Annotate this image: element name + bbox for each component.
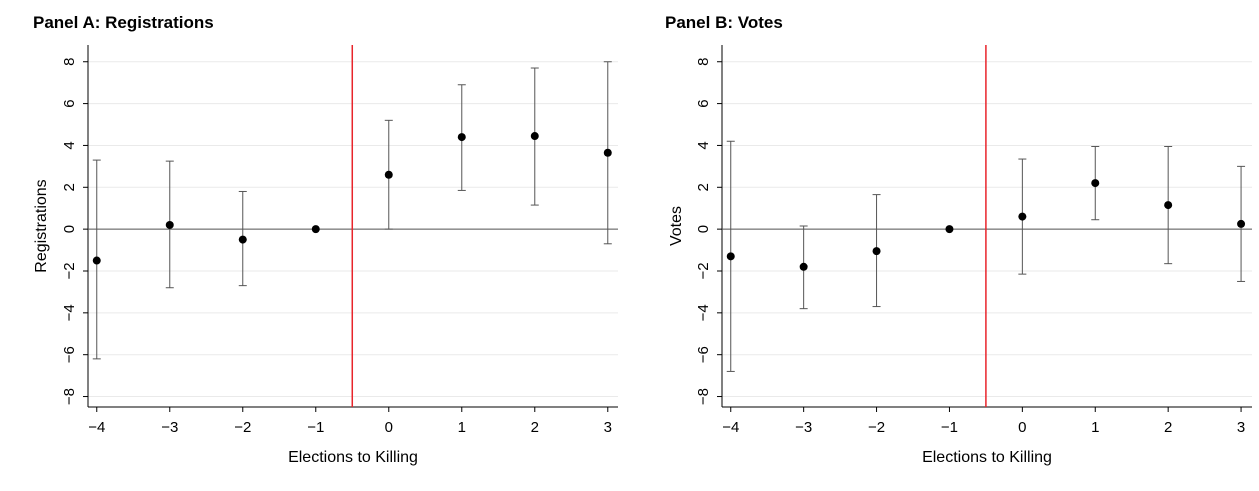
y-axis-label: Registrations [33, 179, 50, 272]
point [238, 235, 247, 244]
x-tick-label: 2 [1164, 419, 1172, 436]
y-tick-label: 8 [695, 58, 712, 66]
point [872, 247, 881, 256]
x-tick-label: 2 [531, 419, 539, 436]
y-tick-label: 4 [695, 141, 712, 149]
y-tick-label: 0 [61, 225, 78, 233]
panel-title: Panel B: Votes [665, 13, 783, 32]
x-tick-label: −2 [234, 419, 251, 436]
x-tick-label: −4 [88, 419, 105, 436]
y-tick-label: −4 [695, 304, 712, 321]
x-tick-label: 1 [1091, 419, 1099, 436]
x-tick-label: −3 [795, 419, 812, 436]
x-tick-label: −3 [161, 419, 178, 436]
point [1164, 201, 1173, 210]
y-tick-label: −4 [61, 304, 78, 321]
x-tick-label: −4 [722, 419, 739, 436]
y-tick-label: 6 [61, 99, 78, 107]
x-tick-label: −1 [941, 419, 958, 436]
x-tick-label: 0 [385, 419, 393, 436]
y-tick-label: 6 [695, 99, 712, 107]
x-tick-label: 1 [458, 419, 466, 436]
panel-title: Panel A: Registrations [33, 13, 214, 32]
y-tick-label: 4 [61, 141, 78, 149]
point [726, 252, 735, 261]
point [92, 256, 101, 265]
point [603, 148, 612, 157]
panel: Panel A: Registrations −8 −6 −4 −2 0 2 4 6 8 −4 −3 −… [33, 13, 618, 466]
y-tick-label: 0 [695, 225, 712, 233]
y-tick-label: −8 [61, 388, 78, 405]
y-tick-label: −8 [695, 388, 712, 405]
y-tick-label: −6 [695, 346, 712, 363]
x-tick-label: 0 [1018, 419, 1026, 436]
point [384, 170, 393, 179]
x-tick-label: −1 [307, 419, 324, 436]
x-tick-label: 3 [1237, 419, 1245, 436]
y-tick-label: 2 [695, 183, 712, 191]
point [165, 220, 174, 229]
point [1018, 212, 1027, 221]
y-tick-label: −6 [61, 346, 78, 363]
y-tick-label: 8 [61, 58, 78, 66]
x-axis-label: Elections to Killing [922, 449, 1052, 466]
point [1091, 179, 1100, 188]
panel: Panel B: Votes −8 −6 −4 −2 0 2 4 6 8 −4 −3 −2 −1 0 1 2 3 E… [665, 13, 1252, 466]
x-tick-label: 3 [604, 419, 612, 436]
point [311, 225, 320, 234]
point [457, 133, 466, 142]
point [945, 225, 954, 234]
y-tick-label: −2 [61, 262, 78, 279]
x-axis-label: Elections to Killing [288, 449, 418, 466]
point [1237, 219, 1246, 228]
point [530, 132, 539, 141]
y-tick-label: 2 [61, 183, 78, 191]
y-tick-label: −2 [695, 262, 712, 279]
x-tick-label: −2 [868, 419, 885, 436]
y-axis-label: Votes [668, 206, 685, 246]
point [799, 262, 808, 271]
